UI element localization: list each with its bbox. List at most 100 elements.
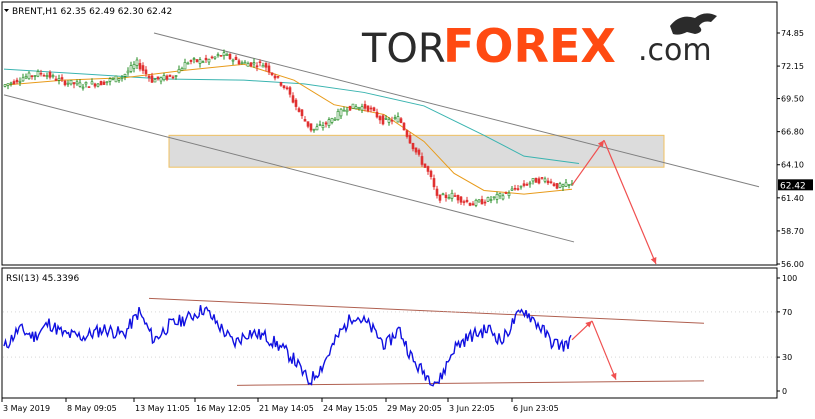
candle-body	[390, 119, 394, 122]
candle-body	[468, 202, 472, 206]
watermark: TOR FOREX .com	[361, 13, 717, 73]
candle-body	[201, 61, 205, 64]
candle-body	[189, 60, 193, 62]
candle-body	[207, 58, 211, 63]
candle-body	[255, 65, 259, 68]
candle-body	[561, 184, 565, 187]
candle-body	[276, 76, 280, 78]
candle-body	[147, 75, 151, 78]
candle-body	[117, 78, 121, 81]
candle-body	[234, 56, 238, 61]
candle-body	[135, 59, 139, 66]
candle-body	[375, 111, 379, 118]
time-tick-label: 3 May 2019	[3, 404, 50, 413]
rsi-label: RSI(13) 45.3396	[6, 274, 79, 284]
candle-body	[300, 109, 304, 117]
rsi-line	[3, 305, 572, 387]
candle-body	[132, 64, 136, 69]
candle-body	[216, 54, 220, 56]
candle-body	[96, 83, 100, 87]
candle-body	[36, 71, 40, 77]
resistance-zone	[168, 134, 665, 168]
candle-body	[531, 178, 535, 182]
candle-body	[231, 59, 235, 62]
candle-body	[261, 65, 265, 68]
candle-body	[381, 115, 385, 125]
candle-body	[321, 125, 325, 129]
collapse-icon[interactable]	[4, 9, 9, 12]
candle-body	[15, 79, 19, 83]
candle-body	[426, 166, 430, 172]
candle-body	[291, 95, 295, 103]
candle-body	[99, 81, 103, 86]
candle-body	[243, 61, 247, 64]
candle-body	[351, 103, 355, 109]
candle-body	[444, 194, 448, 199]
candle-body	[480, 199, 484, 205]
candle-body	[396, 116, 400, 123]
candle-body	[369, 107, 373, 110]
candle-body	[21, 77, 25, 82]
time-tick-label: 16 May 12:05	[196, 404, 251, 413]
candle-body	[318, 124, 322, 126]
price-tick-label: 66.80	[781, 128, 804, 137]
candle-body	[186, 62, 190, 65]
candle-body	[57, 78, 61, 81]
candle-body	[75, 81, 79, 85]
candle-body	[366, 105, 370, 112]
candle-body	[504, 192, 508, 194]
candle-body	[195, 59, 199, 63]
candle-body	[546, 180, 550, 184]
candle-body	[279, 82, 283, 86]
channel-lower-line[interactable]	[3, 94, 575, 243]
candle-body	[177, 69, 181, 74]
price-forecast-head	[650, 257, 657, 264]
candle-body	[435, 188, 439, 196]
candle-body	[525, 183, 529, 186]
candle-body	[294, 99, 298, 107]
rsi-forecast-head	[610, 372, 617, 380]
candle-body	[498, 193, 502, 197]
candle-body	[411, 142, 415, 150]
candle-body	[168, 74, 172, 77]
candle-body	[513, 187, 517, 190]
candle-body	[348, 105, 352, 111]
candle-body	[111, 78, 115, 80]
candle-body	[192, 58, 196, 60]
candle-body	[414, 147, 418, 153]
candle-body	[492, 196, 496, 199]
candle-body	[405, 130, 409, 137]
candle-body	[93, 83, 97, 87]
channel-upper-line[interactable]	[153, 32, 760, 188]
candle-body	[87, 86, 91, 88]
candle-body	[315, 126, 319, 131]
price-forecast-arrows	[571, 139, 657, 265]
candle-body	[303, 119, 307, 122]
candle-body	[252, 62, 256, 65]
candle-body	[540, 177, 544, 179]
candle-body	[210, 56, 214, 59]
candle-body	[465, 199, 469, 203]
candle-body	[474, 199, 478, 206]
candle-body	[417, 149, 421, 155]
candle-body	[507, 192, 511, 196]
candle-body	[312, 128, 316, 131]
candle-body	[174, 75, 178, 77]
candle-body	[447, 197, 451, 200]
candle-body	[510, 188, 514, 191]
candle-body	[108, 78, 112, 82]
candle-body	[441, 193, 445, 196]
candle-body	[258, 61, 262, 64]
candle-body	[30, 75, 34, 78]
candle-body	[402, 122, 406, 131]
candle-body	[51, 75, 55, 77]
price-forecast-segment	[571, 139, 605, 186]
price-axis: 74.85 72.15 69.50 66.80 64.10 61.40 58.70 56.00	[777, 29, 804, 269]
candle-body	[384, 118, 388, 120]
current-price-tag: 62.42	[778, 179, 813, 191]
candle-body	[114, 75, 118, 83]
candle-body	[549, 181, 553, 184]
candle-body	[150, 75, 154, 83]
candle-body	[78, 82, 82, 87]
